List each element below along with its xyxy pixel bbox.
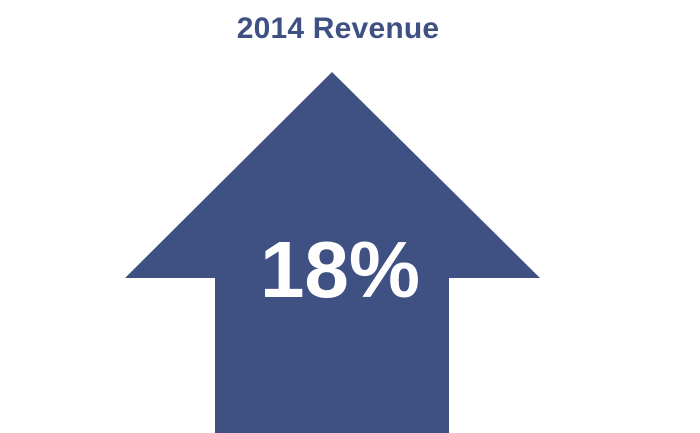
revenue-percentage: 18% [259, 225, 421, 314]
infographic-title: 2014 Revenue [236, 12, 440, 45]
arrow-shape [125, 72, 540, 433]
